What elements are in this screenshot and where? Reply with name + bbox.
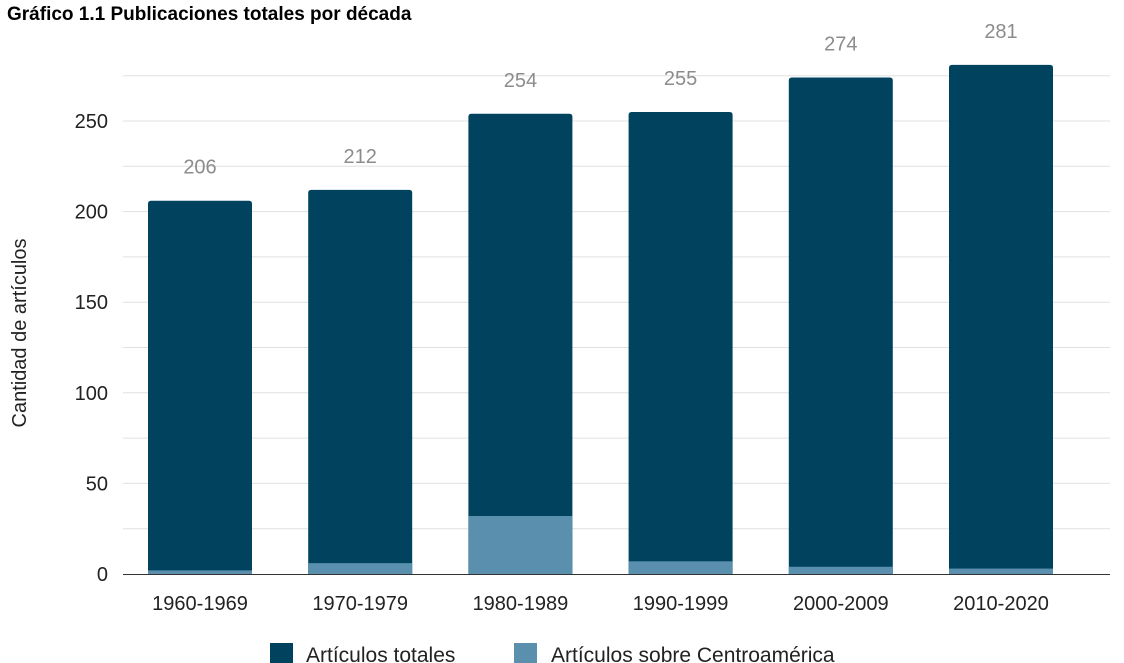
data-label: 206 (183, 157, 216, 179)
legend: Artículos totales Artículos sobre Centroa… (270, 643, 835, 663)
bar-articulos-totales (468, 113, 573, 574)
bar-articulos-totales (148, 200, 252, 574)
y-tick-labels: 0 50 100 150 200 250 (75, 111, 108, 586)
x-tick-label: 1970-1979 (312, 593, 408, 615)
data-label: 281 (984, 21, 1017, 43)
y-tick-label: 250 (75, 111, 108, 133)
data-label: 254 (504, 70, 537, 92)
x-tick-label: 1990-1999 (633, 593, 729, 615)
bar-articulos-centroamerica (949, 568, 1053, 574)
bars (148, 64, 1053, 575)
chart-title: Gráfico 1.1 Publicaciones totales por dé… (7, 4, 412, 25)
bar-articulos-centroamerica (628, 561, 733, 574)
data-label: 255 (664, 68, 697, 90)
x-tick-label: 2010-2020 (953, 593, 1049, 615)
x-tick-label: 1980-1989 (473, 593, 569, 615)
y-tick-label: 200 (75, 202, 108, 224)
bar-articulos-totales (628, 111, 733, 574)
legend-swatch (270, 643, 293, 663)
y-axis-label: Cantidad de artículos (9, 238, 31, 427)
data-label: 274 (824, 34, 857, 56)
data-label: 212 (344, 146, 377, 168)
legend-label: Artículos sobre Centroamérica (551, 644, 835, 663)
x-tick-labels: 1960-1969 1970-1979 1980-1989 1990-1999 2000… (152, 593, 1049, 615)
bar-articulos-totales (949, 64, 1053, 574)
legend-swatch (514, 643, 537, 663)
x-tick-label: 2000-2009 (793, 593, 889, 615)
bar-articulos-totales (308, 189, 413, 574)
bar-articulos-centroamerica (308, 563, 413, 574)
y-tick-label: 50 (86, 473, 108, 495)
gridlines (123, 75, 1110, 575)
y-tick-label: 100 (75, 383, 108, 405)
bar-articulos-totales (788, 77, 893, 575)
y-tick-label: 150 (75, 292, 108, 314)
bar-articulos-centroamerica (148, 570, 252, 574)
bar-articulos-centroamerica (788, 566, 893, 574)
x-tick-label: 1960-1969 (152, 593, 248, 615)
bar-articulos-centroamerica (468, 516, 573, 574)
y-tick-label: 0 (97, 564, 108, 586)
legend-label: Artículos totales (306, 644, 455, 663)
data-labels: 206 212 254 255 274 281 (183, 21, 1017, 179)
